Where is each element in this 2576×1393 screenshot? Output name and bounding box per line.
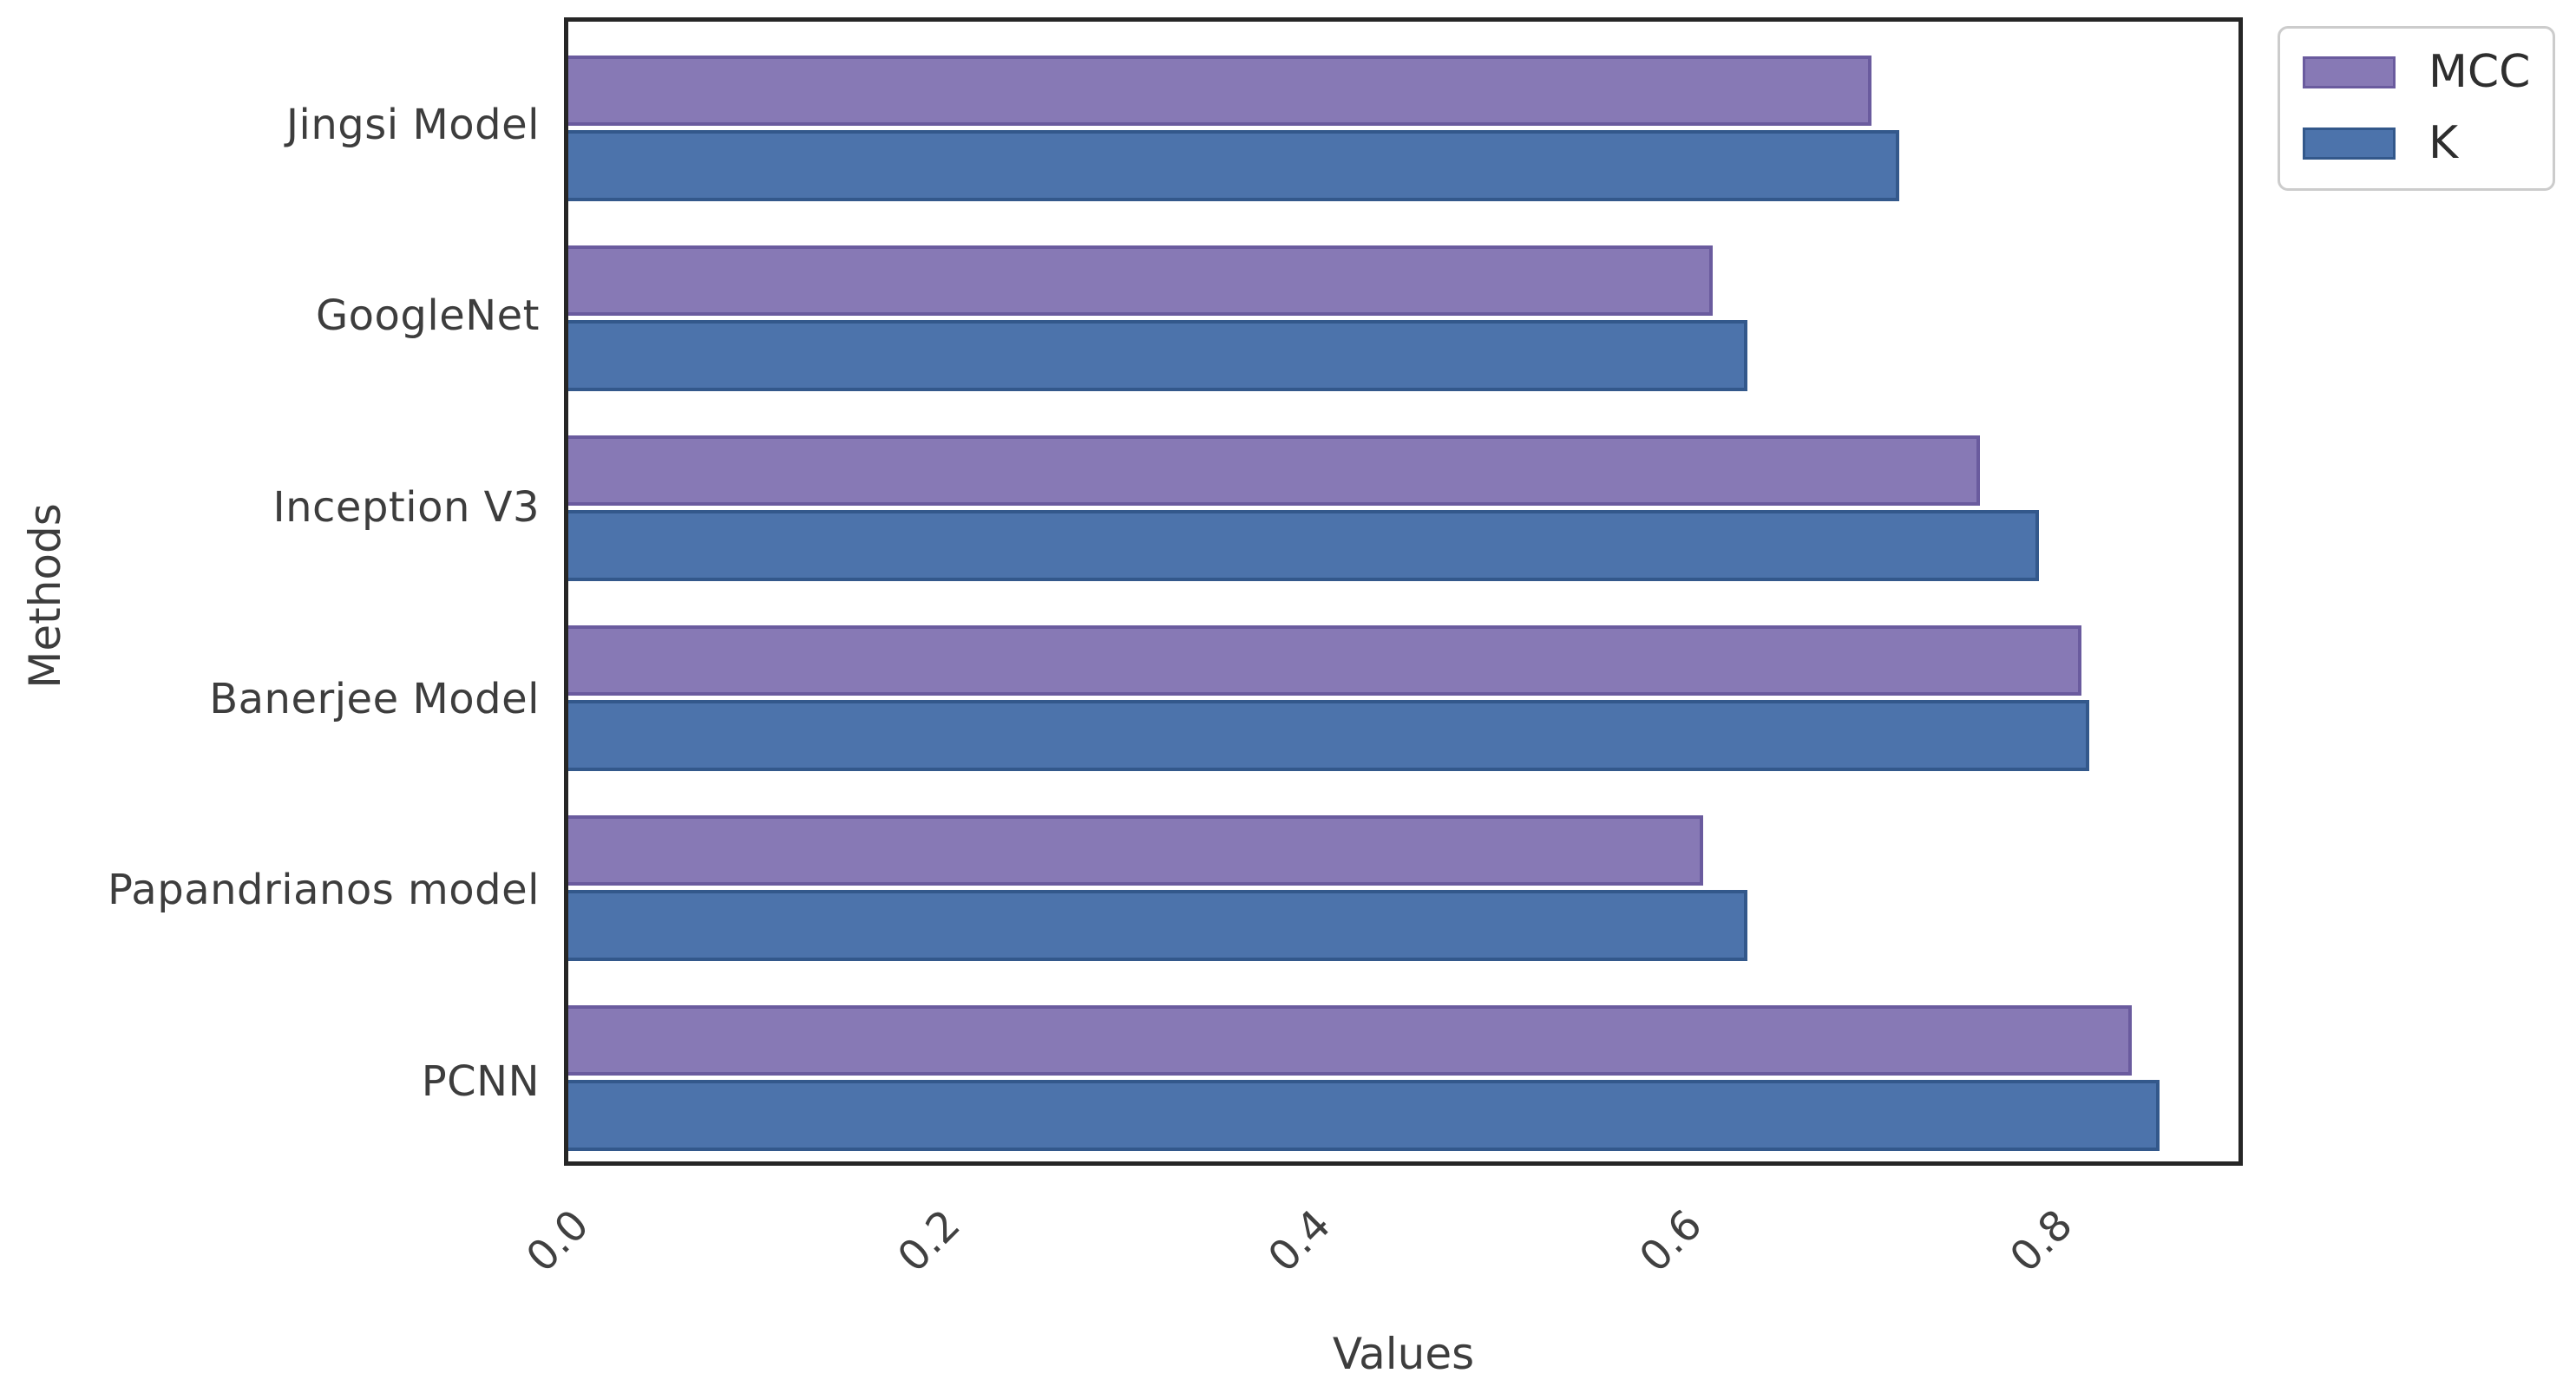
y-axis-title: Methods	[20, 503, 70, 689]
bar-mcc-2	[568, 245, 1713, 317]
x-axis-title: Values	[1332, 1329, 1475, 1379]
category-label-6: PCNN	[421, 1056, 540, 1106]
legend: MCC K	[2278, 26, 2555, 191]
legend-label-k: K	[2429, 117, 2459, 169]
legend-row-mcc: MCC	[2303, 49, 2530, 95]
legend-row-k: K	[2303, 121, 2530, 166]
category-label-4: Banerjee Model	[209, 674, 540, 723]
bar-k-4	[568, 700, 2089, 771]
y-category-labels: Jingsi Model GoogleNet Inception V3 Banerje…	[0, 17, 540, 1166]
legend-swatch-mcc	[2303, 56, 2396, 88]
bar-k-5	[568, 890, 1748, 961]
bar-k-6	[568, 1080, 2160, 1151]
legend-swatch-k	[2303, 127, 2396, 160]
bar-k-3	[568, 510, 2040, 581]
x-tick-labels: 0.0 0.2 0.4 0.6 0.8	[517, 1166, 2243, 1322]
category-label-3: Inception V3	[272, 482, 540, 532]
bar-mcc-5	[568, 814, 1704, 886]
bar-mcc-4	[568, 625, 2082, 696]
bar-mcc-3	[568, 435, 1981, 507]
bar-k-2	[568, 320, 1748, 391]
bar-k-1	[568, 130, 1899, 201]
plot-area	[564, 17, 2243, 1166]
category-label-5: Papandrianos model	[108, 866, 540, 915]
category-label-2: GoogleNet	[315, 291, 540, 341]
bar-mcc-6	[568, 1004, 2132, 1076]
category-label-1: Jingsi Model	[285, 100, 540, 149]
legend-label-mcc: MCC	[2429, 46, 2531, 98]
bar-mcc-1	[568, 55, 1871, 127]
